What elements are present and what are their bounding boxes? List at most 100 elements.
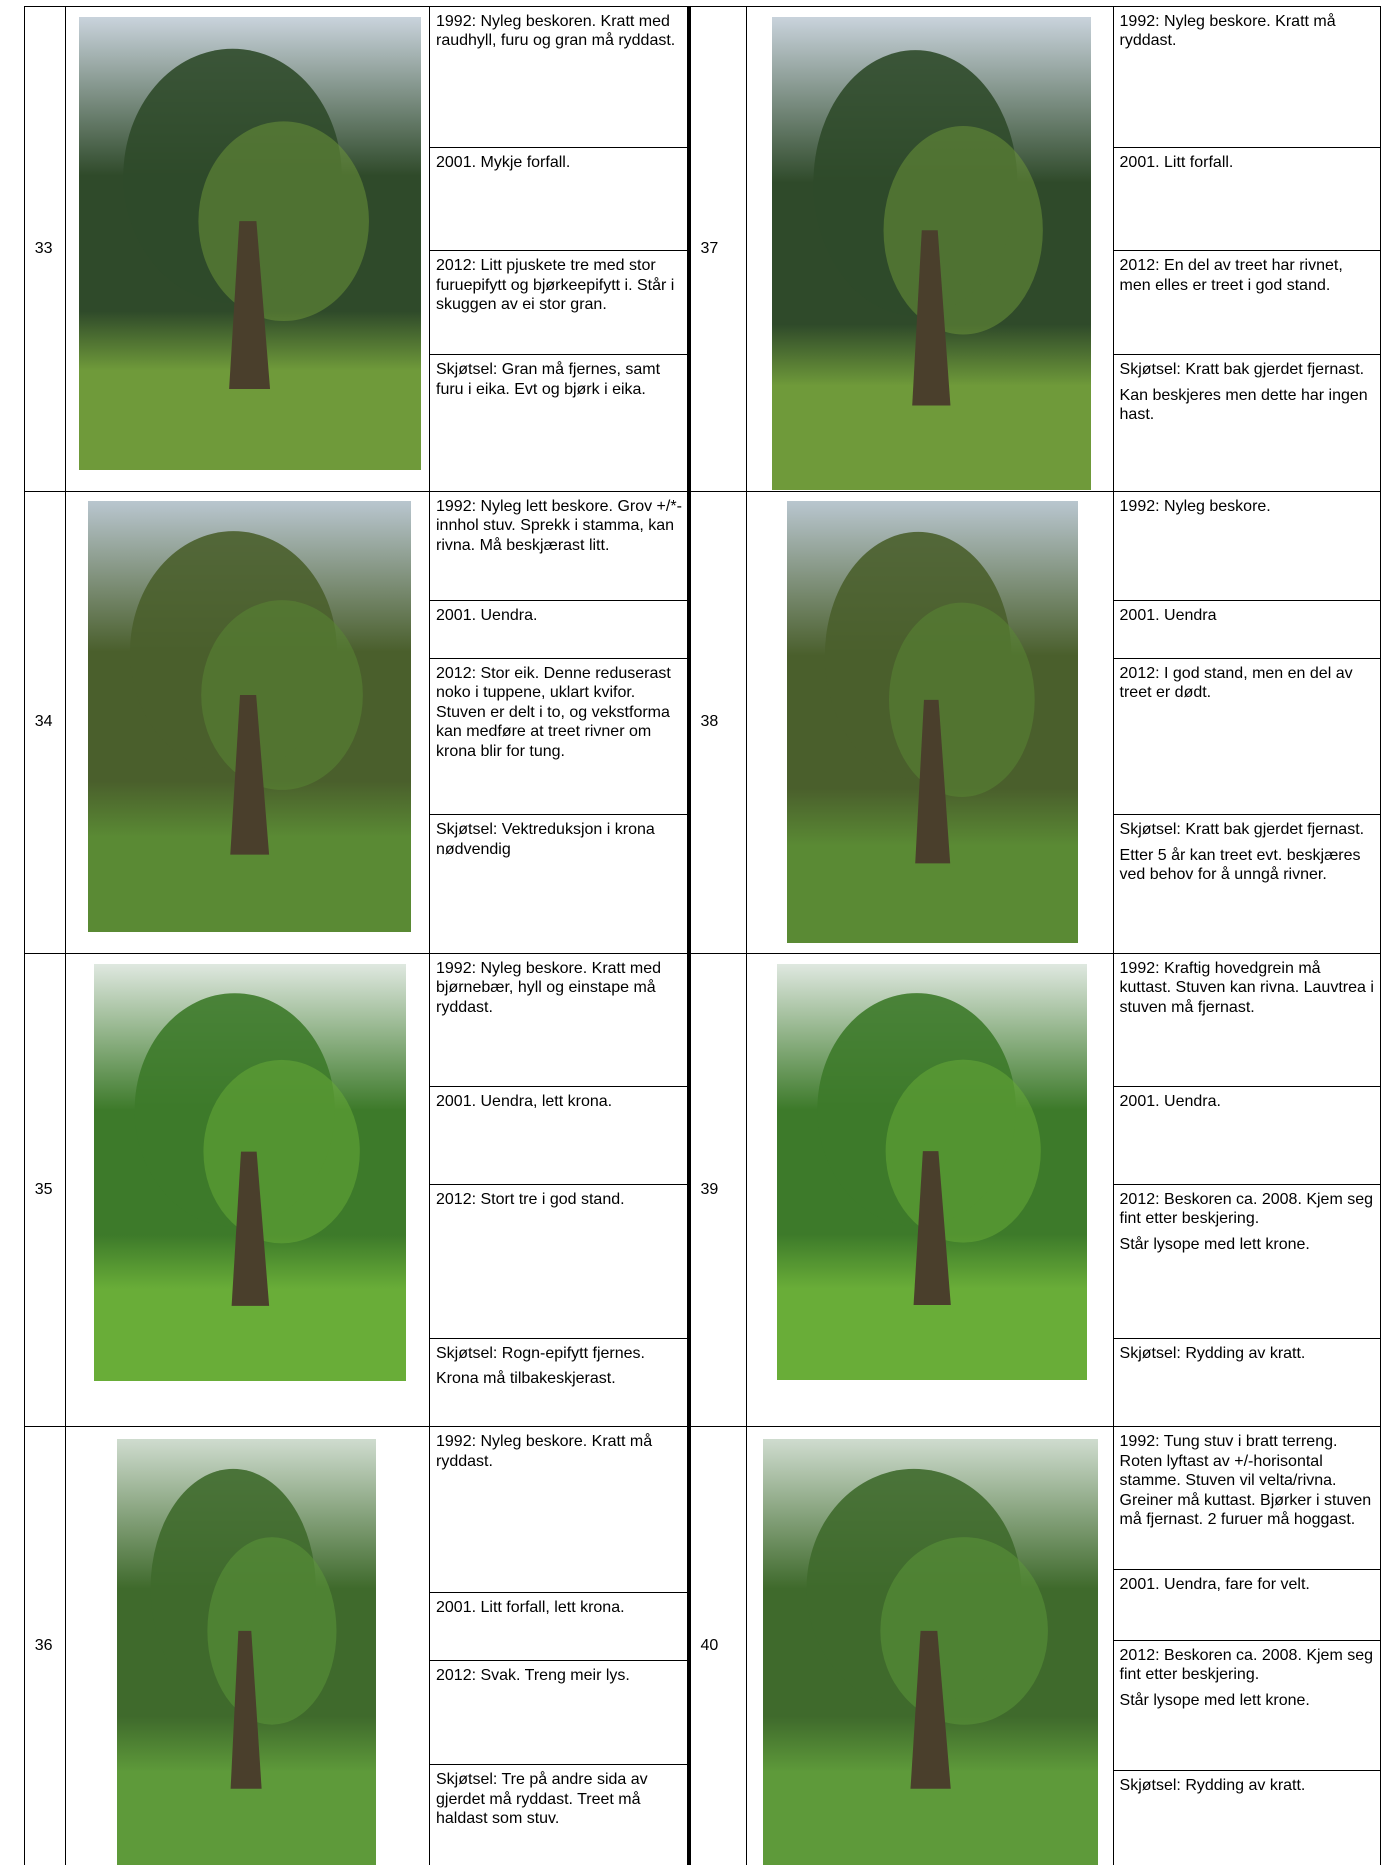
note-text: 2012: En del av treet har rivnet, men el…	[1119, 257, 1343, 294]
note-text: 2001. Uendra	[1119, 606, 1217, 624]
note-box: 2001. Uendra.	[430, 601, 690, 659]
tree-number: 34	[23, 491, 66, 954]
tree-number: 38	[689, 491, 747, 954]
note-box: 2012: Stort tre i god stand.	[430, 1185, 690, 1339]
note-text: 2012: Litt pjuskete tre med stor furuepi…	[436, 257, 675, 314]
note-box: 1992: Nyleg lett beskore. Grov +/*-innho…	[430, 492, 690, 601]
tree-illustration	[123, 48, 370, 389]
note-text: Krona må tilbakeskjerast.	[436, 1370, 616, 1388]
tree-photo	[117, 1439, 376, 1865]
note-text: 1992: Nyleg beskoren. Kratt med raudhyll…	[436, 12, 676, 50]
note-box: 1992: Kraftig hovedgrein må kuttast. Stu…	[1113, 953, 1382, 1088]
note-box: 2012: I god stand, men en del av treet e…	[1113, 658, 1382, 815]
photo-cell	[746, 491, 1114, 954]
note-text: 2012: Stor eik. Denne reduserast noko i …	[436, 664, 671, 760]
note-box: Skjøtsel: Rydding av kratt.	[1113, 1771, 1382, 1865]
note-box: 2012: Litt pjuskete tre med stor furuepi…	[430, 251, 690, 356]
note-box: 1992: Nyleg beskore. Kratt må ryddast.	[430, 1427, 690, 1594]
note-box: 2001. Litt forfall, lett krona.	[430, 1593, 690, 1661]
note-text: 2001. Uendra.	[1119, 1093, 1221, 1111]
tree-illustration	[806, 1469, 1048, 1789]
note-text: 2001. Litt forfall, lett krona.	[436, 1599, 625, 1617]
note-text: Kan beskjeres men dette har ingen hast.	[1119, 386, 1368, 424]
note-box: 2001. Uendra	[1113, 600, 1382, 659]
note-text: 1992: Nyleg beskore. Kratt må ryddast.	[436, 1433, 653, 1470]
note-text: 1992: Kraftig hovedgrein må kuttast. Stu…	[1119, 959, 1374, 1016]
note-text: 1992: Nyleg beskore. Kratt med bjørnebær…	[436, 959, 662, 1016]
tree-number: 36	[23, 1427, 66, 1865]
note-text: Skjøtsel: Vektreduksjon i krona nødvendi…	[436, 821, 655, 858]
tree-illustration	[129, 531, 363, 855]
tree-illustration	[813, 49, 1044, 406]
note-text: 2012: Stort tre i god stand.	[436, 1190, 625, 1208]
note-box: 2012: Stor eik. Denne reduserast noko i …	[430, 659, 690, 815]
note-box: 2001. Uendra, fare for velt.	[1113, 1569, 1382, 1641]
note-box: 2012: Beskoren ca. 2008. Kjem seg fint e…	[1113, 1184, 1382, 1339]
note-box: 1992: Nyleg beskore.	[1113, 491, 1382, 601]
note-text: 2001. Uendra, lett krona.	[436, 1093, 613, 1111]
note-text: 2001. Uendra, fare for velt.	[1119, 1575, 1310, 1593]
note-text: 2001. Litt forfall.	[1119, 154, 1234, 172]
note-text: Skjøtsel: Rydding av kratt.	[1119, 1344, 1306, 1362]
photo-cell	[65, 953, 430, 1428]
tree-photo	[87, 501, 412, 933]
note-text: 2012: Beskoren ca. 2008. Kjem seg fint e…	[1119, 1646, 1374, 1684]
note-text: Skjøtsel: Gran må fjernes, samt furu i e…	[436, 361, 661, 398]
note-box: 1992: Nyleg beskore. Kratt må ryddast.	[1113, 5, 1382, 149]
tree-photo	[786, 501, 1078, 943]
tree-number: 33	[23, 5, 66, 492]
note-box: Skjøtsel: Kratt bak gjerdet fjernast. Ett…	[1113, 815, 1382, 954]
note-text: Skjøtsel: Tre på andre sida av gjerdet m…	[436, 1771, 648, 1828]
note-box: Skjøtsel: Tre på andre sida av gjerdet m…	[430, 1765, 690, 1865]
note-text: 1992: Nyleg beskore. Kratt må ryddast.	[1119, 12, 1336, 50]
note-box: Skjøtsel: Rogn-epifytt fjernes. Krona må …	[430, 1339, 690, 1428]
tree-illustration	[817, 993, 1041, 1306]
tree-illustration	[150, 1469, 337, 1789]
note-text: 2012: I god stand, men en del av treet e…	[1119, 664, 1353, 702]
tree-photo	[762, 1439, 1099, 1865]
note-box: 2001. Litt forfall.	[1113, 148, 1382, 252]
tree-illustration	[134, 993, 360, 1307]
note-box: 2012: En del av treet har rivnet, men el…	[1113, 251, 1382, 356]
note-text: 2012: Svak. Treng meir lys.	[436, 1666, 630, 1684]
note-text: Etter 5 år kan treet evt. beskjæres ved …	[1119, 846, 1361, 884]
note-text: 2012: Beskoren ca. 2008. Kjem seg fint e…	[1119, 1190, 1374, 1228]
tree-number: 39	[689, 953, 747, 1428]
tree-illustration	[824, 532, 1035, 864]
note-text: 2001. Uendra.	[436, 606, 538, 624]
note-text: Skjøtsel: Kratt bak gjerdet fjernast.	[1119, 821, 1365, 838]
tree-photo	[79, 16, 421, 471]
note-text: Står lysope med lett krone.	[1119, 1691, 1310, 1709]
note-text: Skjøtsel: Rydding av kratt.	[1119, 1777, 1306, 1794]
note-text: Står lysope med lett krone.	[1119, 1235, 1310, 1253]
tree-number: 37	[689, 5, 747, 492]
tree-photo	[772, 16, 1092, 491]
note-box: 1992: Nyleg beskoren. Kratt med raudhyll…	[430, 5, 690, 149]
note-box: 1992: Tung stuv i bratt terreng. Roten l…	[1113, 1427, 1382, 1570]
note-box: Skjøtsel: Vektreduksjon i krona nødvendi…	[430, 815, 690, 954]
note-box: 2001. Uendra.	[1113, 1087, 1382, 1185]
note-box: 1992: Nyleg beskore. Kratt med bjørnebær…	[430, 954, 690, 1088]
note-text: 1992: Nyleg beskore.	[1119, 497, 1271, 515]
note-text: Skjøtsel: Kratt bak gjerdet fjernast.	[1119, 361, 1365, 379]
note-box: Skjøtsel: Gran må fjernes, samt furu i e…	[430, 355, 690, 492]
photo-cell	[746, 5, 1114, 492]
note-box: 2001. Uendra, lett krona.	[430, 1087, 690, 1185]
tree-number: 35	[23, 953, 66, 1428]
note-text: Skjøtsel: Rogn-epifytt fjernes.	[436, 1344, 645, 1362]
photo-cell	[65, 491, 430, 954]
note-text: 2001. Mykje forfall.	[436, 154, 571, 172]
tree-photo	[777, 964, 1088, 1381]
note-text: 1992: Tung stuv i bratt terreng. Roten l…	[1119, 1433, 1372, 1529]
note-text: 1992: Nyleg lett beskore. Grov +/*-innho…	[436, 497, 682, 554]
note-box: 2001. Mykje forfall.	[430, 148, 690, 252]
photo-cell	[746, 953, 1114, 1428]
note-box: Skjøtsel: Kratt bak gjerdet fjernast. Kan…	[1113, 355, 1382, 492]
photo-cell	[65, 5, 430, 492]
note-box: 2012: Svak. Treng meir lys.	[430, 1661, 690, 1766]
tree-photo	[93, 964, 407, 1382]
note-box: Skjøtsel: Rydding av kratt.	[1113, 1338, 1382, 1428]
column-divider	[687, 5, 692, 1865]
note-box: 2012: Beskoren ca. 2008. Kjem seg fint e…	[1113, 1640, 1382, 1771]
